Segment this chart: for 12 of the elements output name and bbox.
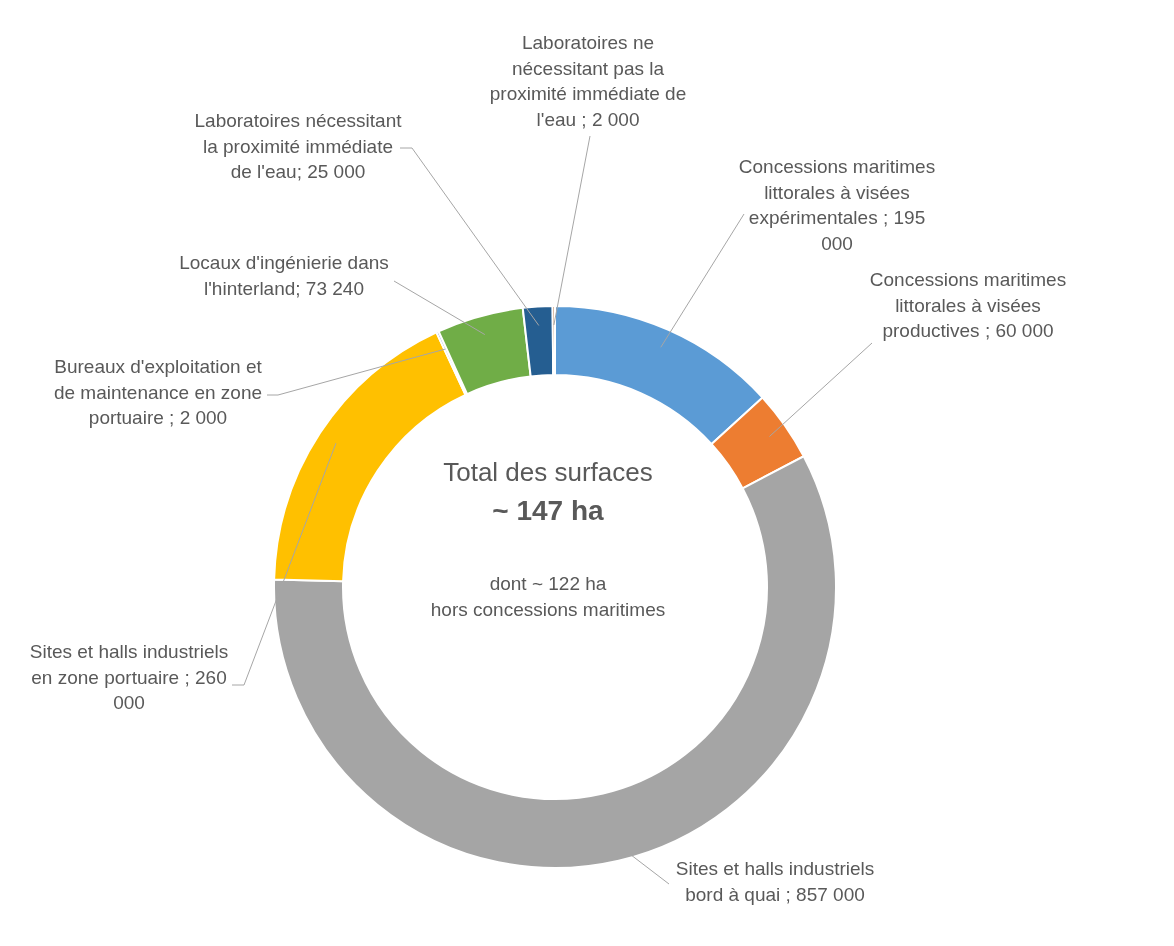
slice-label: Locaux d'ingénierie dans l'hinterland; 73 240 <box>179 252 389 299</box>
slice-label: Laboratoires nécessitant la proximité immédiate de l'eau; 25 000 <box>194 110 403 182</box>
slice-label: Concessions maritimes littorales à visées productives ; 60 000 <box>869 269 1067 341</box>
slice-label: Laboratoires ne nécessitant pas la proximité immédiate de l'eau ; 2 000 <box>489 32 687 130</box>
slice-label: Sites et halls industriels bord à quai ; 857 000 <box>675 858 875 905</box>
text: ~ 147 ha <box>492 495 605 526</box>
text: dont ~ 122 ha <box>489 573 607 594</box>
slice-label: Sites et halls industriels en zone portuaire ; 260 000 <box>29 641 229 713</box>
text: hors concessions maritimes <box>430 599 666 620</box>
text: Total des surfaces <box>443 457 653 487</box>
slice-label: Bureaux d'exploitation et de maintenance en zone portuaire ; 2 000 <box>53 356 263 428</box>
slice-label: Concessions maritimes littorales à visées expérimentales ; 195 000 <box>738 156 936 254</box>
